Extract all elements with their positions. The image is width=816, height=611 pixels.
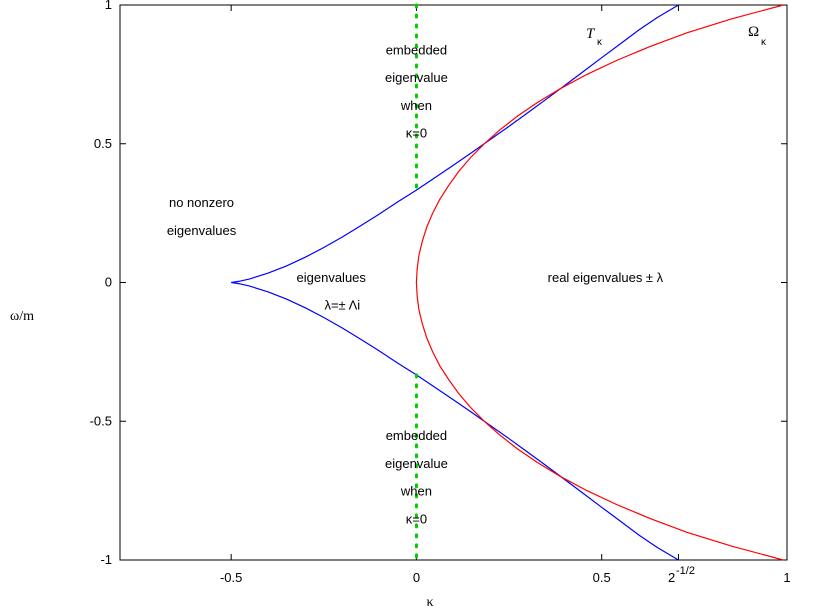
annotation-text: when (400, 98, 432, 113)
annotation-text: eigenvalues (167, 223, 237, 238)
annotation-text: κ=0 (406, 511, 427, 526)
curve-label-omega: Ω κ (748, 24, 767, 48)
y-tick-label: 1 (105, 0, 112, 12)
curves (231, 3, 784, 562)
y-tick-label: 0 (105, 275, 112, 290)
extra-x-tick-base: 2 (668, 570, 675, 585)
annotation-text: λ=± Λi (324, 298, 360, 313)
extra-x-tick-label: 2 -1/2 (668, 565, 695, 585)
x-tick-label: 0.5 (593, 570, 611, 585)
annotation-text: no nonzero (169, 195, 234, 210)
annotation-text: embedded (386, 42, 447, 57)
annotation-text: eigenvalue (385, 70, 448, 85)
curve-label-omega-main: Ω (748, 24, 759, 40)
x-tick-label: -0.5 (220, 570, 242, 585)
curve-label-t-sub: κ (597, 37, 603, 48)
axis-ticks: -0.5 0 0.5 1 1 0.5 0 -0.5 -1 (90, 0, 791, 585)
annotation-text: real eigenvalues ± λ (548, 270, 664, 285)
annotation-text: eigenvalue (385, 456, 448, 471)
curve-label-t-main: T (586, 26, 596, 42)
curve-label-t: T κ (586, 26, 603, 48)
annotation-text: when (400, 484, 432, 499)
annotations: embedded eigenvalue when κ=0 no nonzero eigen… (167, 42, 664, 526)
annotation-text: κ=0 (406, 126, 427, 141)
plot-frame (119, 4, 788, 561)
series-1-curve (415, 4, 784, 561)
y-tick-label: 0.5 (94, 136, 112, 151)
curve-label-omega-sub: κ (761, 37, 767, 48)
y-axis-title: ω/m (10, 309, 34, 324)
x-tick-label: 0 (413, 570, 420, 585)
y-tick-label: -1 (100, 552, 112, 567)
extra-x-tick-exponent: -1/2 (676, 565, 695, 577)
y-tick-label: -0.5 (90, 413, 112, 428)
series-0-curve (231, 4, 679, 561)
x-axis-title: κ (426, 595, 433, 610)
annotation-text: eigenvalues (297, 270, 367, 285)
annotation-text: embedded (386, 428, 447, 443)
x-tick-label: 1 (783, 570, 790, 585)
